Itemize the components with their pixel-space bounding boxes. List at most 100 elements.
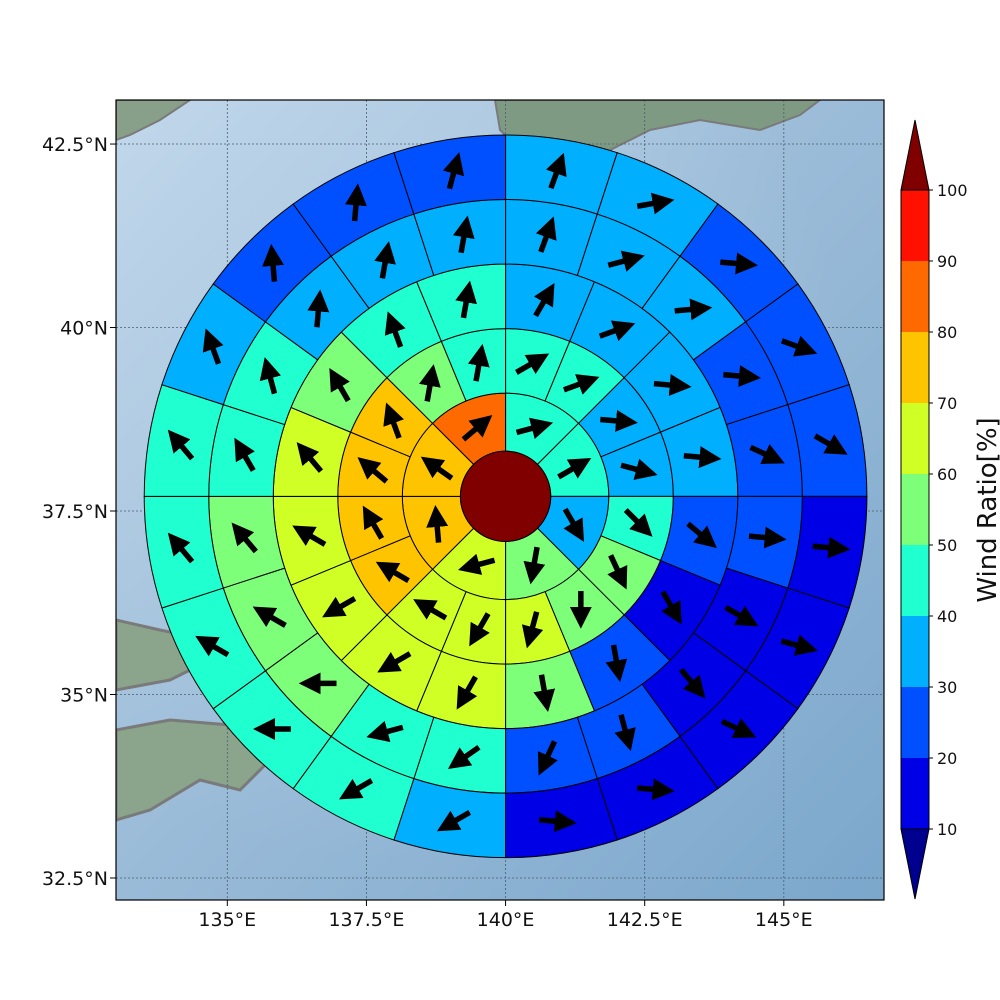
wind-arrow [384, 311, 406, 348]
wind-arrow [231, 522, 258, 554]
wind-arrow [780, 634, 818, 656]
land-north-korea [116, 100, 192, 142]
colorbar-extend-top [900, 119, 930, 191]
colorbar-bin [901, 261, 929, 332]
colorbar-label: Wind Ratio[%] [973, 417, 1000, 602]
x-tick-label: 135°E [198, 909, 256, 931]
wind-arrow [374, 241, 396, 279]
wind-arrow [469, 612, 491, 647]
y-tick-label: 32.5°N [42, 868, 108, 890]
wind-arrow [620, 458, 658, 480]
wind-arrow [545, 152, 567, 190]
x-tick-label: 142.5°E [607, 909, 683, 931]
y-tick-label: 40°N [60, 318, 108, 340]
colorbar-tick-label: 60 [937, 465, 957, 484]
wind-arrow [375, 561, 410, 583]
wind-arrow [262, 243, 285, 282]
wind-arrow [467, 343, 490, 382]
wind-arrow [167, 429, 195, 461]
wind-arrow [357, 457, 389, 484]
wind-arrow [259, 357, 282, 395]
colorbar-bin [901, 474, 929, 545]
colorbar-tick-label: 30 [937, 678, 957, 697]
wind-arrow [362, 505, 385, 540]
wind-arrow [660, 590, 682, 625]
wind-arrow [426, 505, 449, 543]
wind-arrow [678, 667, 706, 699]
colorbar-tick-label: 40 [937, 607, 957, 626]
wind-arrow [523, 546, 546, 585]
wind-arrow [723, 365, 762, 387]
wind-arrow [780, 335, 818, 357]
wind-arrow [537, 740, 558, 776]
wind-arrow [607, 554, 628, 590]
wind-arrow [234, 437, 256, 472]
colorbar-tick-label: 80 [937, 323, 957, 342]
wind-arrow [636, 778, 675, 801]
wind-arrow [252, 606, 287, 628]
x-tick-label: 137.5°E [328, 909, 404, 931]
wind-arrow [683, 446, 722, 469]
colorbar-tick-label: 100 [937, 181, 968, 200]
x-tick-label: 145°E [755, 909, 813, 931]
y-tick-label: 42.5°N [42, 134, 108, 156]
wind-arrow [436, 809, 472, 832]
center-disc [459, 450, 552, 542]
wind-arrow [562, 374, 600, 395]
colorbar: 10 20 30 40 50 60 70 80 90 100 [900, 119, 968, 900]
wind-arrow [607, 250, 645, 272]
wind-arrow [600, 409, 638, 432]
wind-arrow [345, 183, 367, 222]
wind-arrow [812, 536, 851, 559]
axis-ticks: 135°E 137.5°E 140°E 142.5°E 145°E 32.5°N 35°N 3… [42, 134, 813, 931]
wind-arrow [515, 417, 554, 439]
colorbar-tick-label: 10 [937, 820, 957, 839]
wind-arrow [557, 458, 592, 480]
wind-arrow [296, 442, 324, 473]
map-frame [115, 99, 885, 901]
wind-arrow [538, 810, 577, 833]
wind-arrow [748, 526, 787, 549]
wind-arrow [202, 328, 224, 365]
wind-arrow [614, 713, 636, 752]
colorbar-bin [901, 190, 929, 261]
colorbar-extend-bottom [900, 828, 930, 900]
wind-arrow [447, 745, 481, 769]
wind-arrow [339, 778, 374, 800]
y-tick-label: 35°N [60, 684, 108, 706]
wind-arrow [636, 192, 675, 215]
wind-arrow [674, 298, 713, 321]
colorbar-bin [901, 687, 929, 758]
wind-arrow [195, 635, 230, 658]
wind-arrow [623, 508, 653, 537]
colorbar-tick-label: 50 [937, 536, 957, 555]
wind-arrow [455, 280, 477, 319]
wind-arrow [598, 320, 636, 342]
colorbar-tick-label: 70 [937, 394, 957, 413]
wind-arrow [521, 611, 544, 649]
wind-arrow [533, 674, 556, 713]
colorbar-bin [901, 616, 929, 687]
colorbar-bin [901, 545, 929, 616]
wind-arrow [461, 415, 493, 442]
wind-arrow [535, 216, 557, 253]
wind-arrow [329, 368, 351, 403]
wind-arrow [720, 252, 758, 275]
y-tick-label: 37.5°N [42, 501, 108, 523]
wind-arrow [420, 456, 454, 481]
wind-arrows [167, 152, 851, 833]
wind-arrow [456, 675, 478, 710]
colorbar-bin [901, 758, 929, 829]
wind-arrow [720, 718, 757, 739]
wind-arrow [442, 152, 465, 190]
colorbar-tick-label: 20 [937, 749, 957, 768]
wind-arrow [452, 215, 475, 254]
wind-arrow [533, 283, 555, 318]
colorbar-bin [901, 403, 929, 474]
wind-arrow [813, 433, 848, 455]
wind-ratio-sectors [143, 134, 868, 859]
wind-arrow [383, 402, 404, 439]
wind-arrow [686, 521, 717, 549]
colorbar-tick-label: 90 [937, 252, 957, 271]
